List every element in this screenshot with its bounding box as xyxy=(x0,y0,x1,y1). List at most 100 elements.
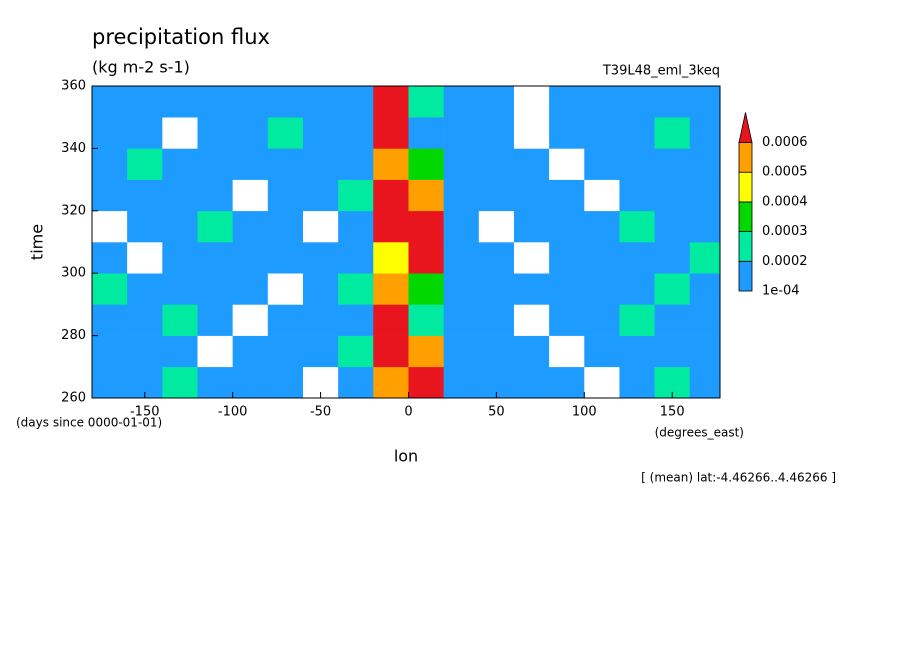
field-cell xyxy=(197,210,233,243)
field-cell xyxy=(689,86,721,118)
colorbar-label: 0.0006 xyxy=(762,135,808,150)
chart-subtitle: (kg m-2 s-1) xyxy=(92,58,190,77)
colorbar-box xyxy=(738,142,753,173)
field-cell xyxy=(408,273,444,305)
field-cell xyxy=(654,273,691,305)
x-tick-label: -150 xyxy=(130,405,160,420)
y-tick-label: 300 xyxy=(61,266,86,281)
field-cell xyxy=(338,117,374,149)
field-cell xyxy=(549,242,585,274)
field-cell xyxy=(162,335,198,368)
field-cell xyxy=(549,179,585,212)
field-cell xyxy=(267,179,304,212)
field-cell xyxy=(302,210,339,243)
field-cell xyxy=(373,242,409,274)
field-cell xyxy=(619,117,655,149)
field-cell xyxy=(232,242,269,274)
field-cell xyxy=(513,210,550,243)
field-cell xyxy=(338,179,374,212)
field-cell xyxy=(443,304,480,336)
colorbar-box xyxy=(738,171,753,203)
field-cell xyxy=(549,148,585,180)
x-tick-label: 0 xyxy=(404,405,412,420)
field-cell xyxy=(443,210,480,243)
field-cell xyxy=(619,366,655,399)
field-cell xyxy=(689,210,721,243)
field-cell xyxy=(232,86,269,118)
y-tick-label: 280 xyxy=(61,328,86,343)
x-tick-label: 50 xyxy=(488,405,505,420)
field-cell xyxy=(584,335,620,368)
field-cell xyxy=(373,179,409,212)
field-cell xyxy=(267,86,304,118)
field-cell xyxy=(478,210,515,243)
field-cell xyxy=(302,86,339,118)
field-cell xyxy=(408,86,444,118)
field-cell xyxy=(408,117,444,149)
field-cell xyxy=(92,86,128,118)
field-cell xyxy=(127,242,163,274)
field-cell xyxy=(127,117,163,149)
colorbar-label: 0.0005 xyxy=(762,165,808,180)
field-cell xyxy=(127,86,163,118)
field-cell xyxy=(478,304,515,336)
field-cell xyxy=(302,335,339,368)
field-cell xyxy=(654,335,691,368)
colorbar-box xyxy=(738,231,753,262)
field-cell xyxy=(513,86,550,118)
x-tick-label: 150 xyxy=(660,405,685,420)
field-cell xyxy=(373,366,409,399)
field-cell xyxy=(584,273,620,305)
field-cell xyxy=(267,366,304,399)
field-cell xyxy=(549,273,585,305)
field-cell xyxy=(443,242,480,274)
y-tick-label: 340 xyxy=(61,141,86,156)
field-cell xyxy=(408,242,444,274)
field-cell xyxy=(232,210,269,243)
field-cell xyxy=(197,304,233,336)
x-tick-label: 100 xyxy=(572,405,597,420)
field-cell xyxy=(443,179,480,212)
y-tick-label: 320 xyxy=(61,203,86,218)
field-cell xyxy=(232,335,269,368)
field-cell xyxy=(92,179,128,212)
field-cell xyxy=(478,86,515,118)
field xyxy=(92,86,721,399)
field-cell xyxy=(408,210,444,243)
field-cell xyxy=(513,335,550,368)
x-axis-label: lon xyxy=(394,447,418,466)
field-cell xyxy=(302,117,339,149)
field-cell xyxy=(619,148,655,180)
field-cell xyxy=(654,117,691,149)
field-cell xyxy=(654,304,691,336)
field-cell xyxy=(162,86,198,118)
field-cell xyxy=(478,273,515,305)
field-cell xyxy=(689,273,721,305)
colorbar-box xyxy=(738,260,753,292)
field-cell xyxy=(338,148,374,180)
field-cell xyxy=(302,242,339,274)
field-cell xyxy=(338,242,374,274)
field-cell xyxy=(373,117,409,149)
field-cell xyxy=(92,335,128,368)
field-cell xyxy=(92,210,128,243)
field-cell xyxy=(338,210,374,243)
field-cell xyxy=(584,366,620,399)
field-cell xyxy=(619,86,655,118)
field-cell xyxy=(232,179,269,212)
field-cell xyxy=(373,335,409,368)
field-cell xyxy=(478,117,515,149)
field-cell xyxy=(162,117,198,149)
field-cell xyxy=(267,335,304,368)
y-unit: (days since 0000-01-01) xyxy=(16,416,162,430)
field-cell xyxy=(619,179,655,212)
footnote: [ (mean) lat:-4.46266..4.46266 ] xyxy=(641,471,836,485)
field-cell xyxy=(197,273,233,305)
field-cell xyxy=(373,304,409,336)
field-cell xyxy=(162,210,198,243)
field-cell xyxy=(549,304,585,336)
field-cell xyxy=(443,335,480,368)
field-cell xyxy=(92,366,128,399)
field-cell xyxy=(584,86,620,118)
field-cell xyxy=(267,304,304,336)
